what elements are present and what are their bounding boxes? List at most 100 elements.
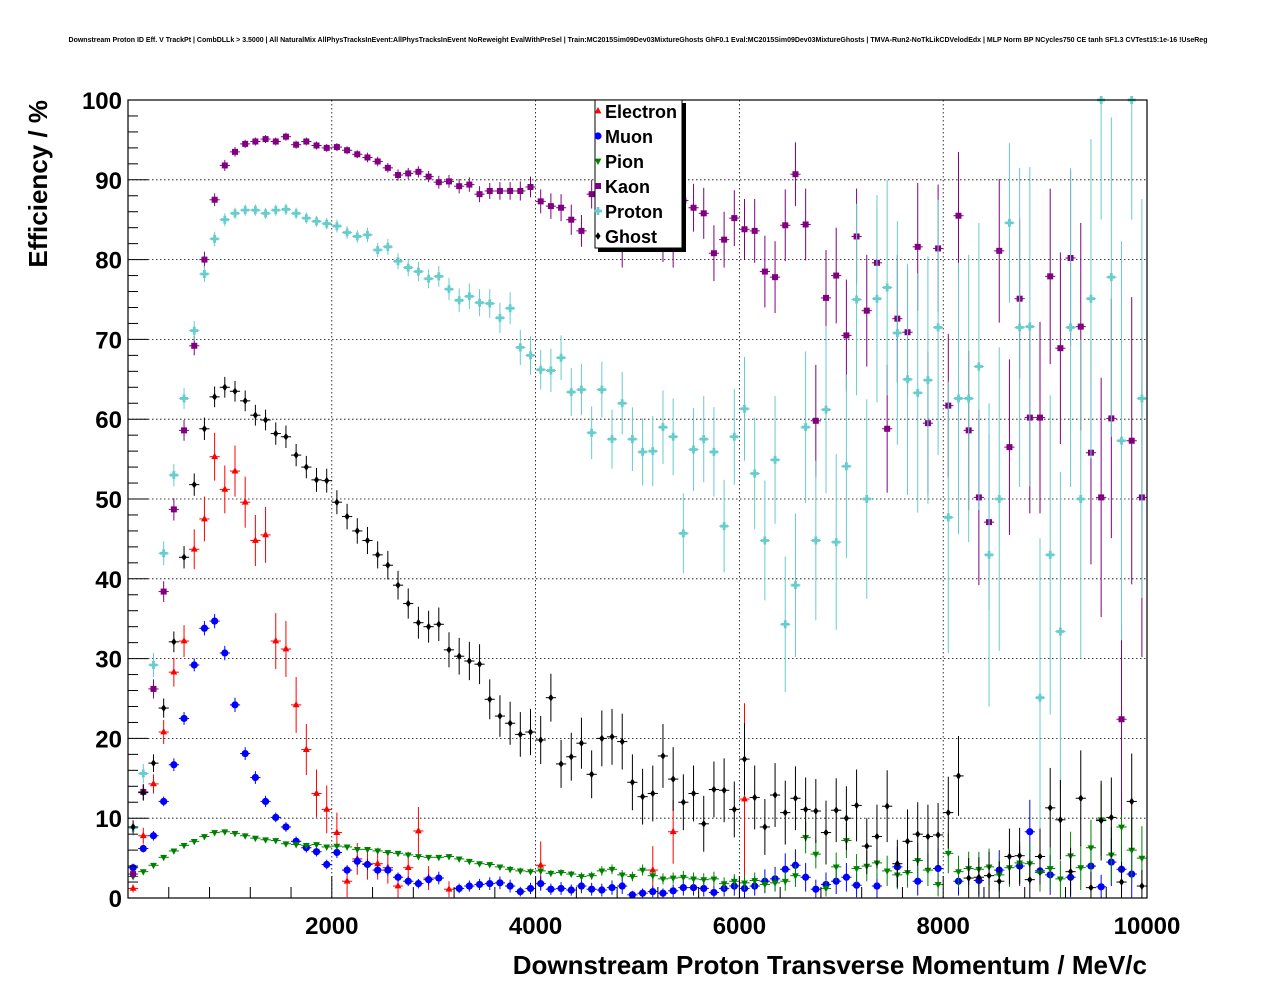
ghost-point	[252, 411, 258, 420]
pion-point	[506, 866, 514, 874]
muon-point	[628, 891, 637, 899]
pion-point	[211, 830, 219, 837]
muon-point	[333, 848, 341, 857]
proton-point	[699, 435, 708, 444]
ghost-point	[212, 393, 218, 401]
pion-point	[302, 842, 310, 850]
pion-point	[476, 861, 483, 868]
proton-point	[139, 769, 148, 778]
kaon-point	[282, 133, 289, 140]
legend-label-proton: Proton	[605, 202, 663, 222]
proton-point	[343, 228, 352, 237]
electron-point	[251, 536, 259, 543]
kaon-point	[445, 178, 452, 185]
ghost-point	[813, 807, 819, 815]
kaon-point	[863, 307, 870, 314]
proton-point	[1117, 436, 1126, 445]
legend: Electron Muon Pion Kaon Proton Ghost	[594, 99, 686, 252]
pion-point	[1056, 876, 1064, 883]
ghost-point	[741, 755, 748, 763]
pion-point	[690, 876, 697, 883]
kaon-point	[1057, 345, 1064, 352]
kaon-point	[1037, 414, 1044, 421]
proton-point	[771, 455, 780, 464]
proton-point	[669, 432, 678, 441]
pion-point	[649, 873, 657, 880]
proton-point	[913, 388, 922, 397]
pion-point	[618, 872, 626, 879]
legend-marker-ghost	[595, 232, 601, 240]
proton-point	[1005, 218, 1014, 227]
proton-point	[159, 549, 168, 558]
y-tick-label: 60	[95, 407, 122, 434]
legend-entry-ghost: Ghost	[595, 227, 657, 247]
proton-point	[383, 242, 392, 251]
proton-point	[1036, 693, 1045, 702]
proton-point	[414, 267, 423, 276]
electron-point	[445, 885, 453, 892]
proton-point	[169, 471, 178, 480]
pion-point	[730, 878, 738, 886]
ghost-point	[446, 646, 452, 654]
ghost-point	[650, 789, 656, 798]
kaon-point	[812, 417, 819, 424]
proton-point	[628, 435, 637, 444]
proton-point	[618, 399, 627, 408]
proton-point	[404, 263, 413, 272]
proton-point	[567, 388, 576, 397]
ghost-point	[283, 432, 289, 441]
ghost-point	[130, 823, 136, 831]
ghost-point	[517, 730, 523, 739]
muon-point	[465, 882, 473, 890]
pion-point	[292, 842, 300, 849]
ghost-point	[354, 527, 360, 535]
proton-point	[281, 205, 290, 214]
kaon-point	[191, 342, 198, 349]
pion-point	[659, 876, 667, 883]
ghost-point	[171, 638, 177, 646]
kaon-point	[354, 151, 361, 158]
pion-point	[944, 850, 952, 858]
electron-point	[241, 498, 249, 505]
pion-point	[282, 841, 290, 848]
pion-point	[374, 848, 382, 855]
ghost-point	[476, 660, 483, 668]
proton-point	[760, 536, 769, 545]
proton-point	[1137, 394, 1146, 403]
pion-point	[343, 844, 351, 851]
electron-point	[649, 866, 657, 873]
kaon-point	[700, 210, 707, 217]
y-tick-label: 30	[95, 647, 122, 674]
y-tick-label: 70	[95, 327, 122, 354]
proton-point	[995, 495, 1004, 503]
pion-point	[904, 870, 911, 877]
pion-point	[792, 873, 799, 880]
pion-point	[160, 854, 168, 862]
ghost-point	[701, 819, 707, 828]
ghost-point	[548, 693, 554, 702]
ghost-point	[456, 652, 462, 661]
proton-point	[750, 469, 759, 478]
kaon-point	[323, 144, 330, 151]
series-proton	[128, 96, 1147, 858]
pion-point	[924, 867, 932, 875]
proton-point	[862, 495, 871, 503]
ghost-point	[324, 476, 330, 485]
pion-point	[384, 850, 392, 857]
kaon-point	[130, 871, 137, 878]
ghost-point	[181, 553, 187, 562]
proton-point	[954, 394, 963, 403]
electron-point	[150, 779, 157, 787]
proton-point	[485, 299, 494, 308]
kaon-point	[537, 198, 544, 205]
muon-point	[577, 882, 586, 890]
proton-point	[934, 323, 943, 332]
pion-point	[547, 870, 555, 878]
proton-point	[434, 272, 443, 281]
pion-point	[700, 877, 708, 884]
ghost-point	[721, 786, 727, 795]
muon-point	[149, 832, 158, 840]
muon-point	[170, 761, 178, 769]
kaon-point	[1128, 437, 1135, 444]
pion-point	[170, 848, 178, 855]
